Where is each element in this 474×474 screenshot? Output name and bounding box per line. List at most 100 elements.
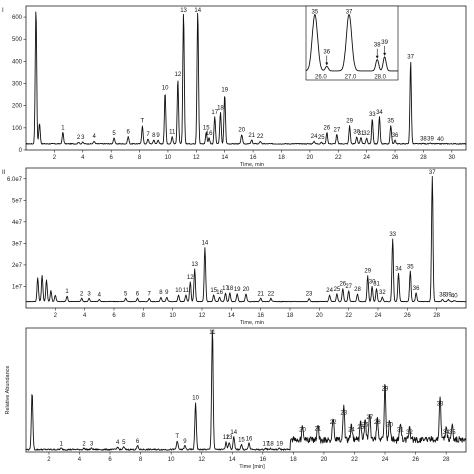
peak-label: 20 — [238, 127, 245, 133]
peak-label: 22 — [330, 420, 337, 426]
peak-label: 35 — [449, 430, 456, 436]
peak-label: 29 — [382, 387, 389, 393]
peak-label: 29 — [346, 119, 353, 125]
peak-label: 37 — [407, 54, 414, 60]
peak-label: 19 — [221, 88, 228, 94]
peak-label: 24 — [348, 428, 355, 434]
peak-label: 36 — [413, 286, 420, 292]
peak-label: 1 — [59, 441, 63, 447]
peak-label: 25 — [357, 425, 364, 431]
peak-label: 32 — [379, 290, 386, 296]
x-tick-label: 16 — [257, 313, 264, 319]
chromatogram-trace — [25, 329, 467, 451]
peak-label: 32 — [363, 131, 370, 137]
y-tick-label: 300 — [12, 82, 23, 88]
y-tick-label: 200 — [12, 104, 23, 110]
y-tick-label: 2e7 — [12, 263, 23, 269]
peak-label: 28 — [354, 287, 361, 293]
peak-label: 5 — [124, 291, 128, 297]
y-tick-label: 0 — [19, 148, 23, 154]
x-tick-label: 18 — [278, 155, 285, 161]
inset-peak-label: 35 — [312, 10, 319, 16]
peak-label: 15 — [210, 288, 217, 294]
peak-label: 21 — [314, 426, 321, 432]
peak-label: 19 — [234, 287, 241, 293]
x-tick-label: 24 — [382, 457, 389, 463]
x-tick-label: 10 — [169, 313, 176, 319]
peak-label: 18 — [217, 105, 224, 111]
peak-label: 34 — [443, 430, 450, 436]
peak-label: 9 — [165, 290, 169, 296]
peak-label: 25 — [318, 135, 325, 141]
peak-label: 36 — [392, 133, 399, 139]
x-tick-label: 14 — [221, 155, 228, 161]
peak-label: 10 — [192, 395, 199, 401]
x-tick-label: 4 — [78, 457, 82, 463]
x-tick-label: 10 — [168, 457, 175, 463]
chromatogram-trace — [25, 11, 467, 145]
x-axis-label: Time, min — [240, 320, 264, 326]
peak-label: 40 — [451, 293, 458, 299]
peak-label: 40 — [437, 137, 444, 143]
peak-label: 16 — [246, 436, 253, 442]
peak-label: 15 — [238, 438, 245, 444]
x-tick-label: 26 — [412, 457, 419, 463]
peak-label: 3 — [87, 291, 91, 297]
peak-label: 13 — [191, 262, 198, 268]
peak-label: 5 — [112, 131, 116, 137]
peak-label: 19 — [276, 441, 283, 447]
x-tick-label: 18 — [290, 457, 297, 463]
peak-label: 26 — [362, 423, 369, 429]
peak-label: 9 — [183, 439, 187, 445]
peak-label: 10 — [175, 288, 182, 294]
peak-label: 39 — [427, 136, 434, 142]
peak-label: 17 — [263, 441, 270, 447]
peak-label: 28 — [374, 420, 381, 426]
panel-label: II — [2, 170, 6, 176]
x-tick-label: 16 — [259, 457, 266, 463]
peak-label: 38 — [439, 292, 446, 298]
peak-label: 3 — [81, 135, 85, 141]
x-tick-label: 26 — [404, 313, 411, 319]
peak-label: 6 — [136, 439, 140, 445]
inset-x-tick-label: 27.0 — [345, 75, 357, 81]
x-tick-label: 2 — [47, 457, 51, 463]
y-tick-label: 500 — [12, 37, 23, 43]
peak-label: 10 — [162, 85, 169, 91]
y-tick-label: 100 — [12, 126, 23, 132]
peak-label: 13 — [226, 435, 233, 441]
plot-frame — [25, 167, 467, 309]
peak-label: 6 — [127, 130, 131, 136]
x-tick-label: 4 — [83, 313, 87, 319]
x-tick-label: 4 — [81, 155, 85, 161]
peak-label: 37 — [429, 170, 436, 176]
x-tick-label: 22 — [345, 313, 352, 319]
peak-label: 9 — [156, 133, 160, 139]
peak-label: 33 — [389, 232, 396, 238]
peak-label: 14 — [230, 430, 237, 436]
peak-label: 31 — [358, 131, 365, 137]
peak-label: 3 — [90, 441, 94, 447]
peak-label: T — [175, 434, 179, 440]
peak-label: 6 — [136, 291, 140, 297]
y-tick-label: 1e7 — [12, 284, 23, 290]
peak-label: 38 — [420, 136, 427, 142]
x-tick-label: 28 — [433, 313, 440, 319]
peak-label: 4 — [98, 292, 102, 298]
x-tick-label: 6 — [108, 457, 112, 463]
peak-label: 35 — [407, 264, 414, 270]
x-tick-label: 10 — [165, 155, 172, 161]
inset-peak-label: 36 — [323, 49, 330, 55]
x-tick-label: 6 — [109, 155, 113, 161]
peak-label: 34 — [376, 110, 383, 116]
x-tick-label: 12 — [193, 155, 200, 161]
peak-label: 24 — [311, 134, 318, 140]
x-tick-label: 24 — [375, 313, 382, 319]
x-tick-label: 8 — [139, 457, 143, 463]
peak-label: 12 — [175, 72, 182, 78]
peak-label: 7 — [148, 291, 152, 297]
peak-label: 8 — [159, 290, 163, 296]
x-tick-label: 24 — [363, 155, 370, 161]
peak-label: 2 — [77, 135, 81, 141]
